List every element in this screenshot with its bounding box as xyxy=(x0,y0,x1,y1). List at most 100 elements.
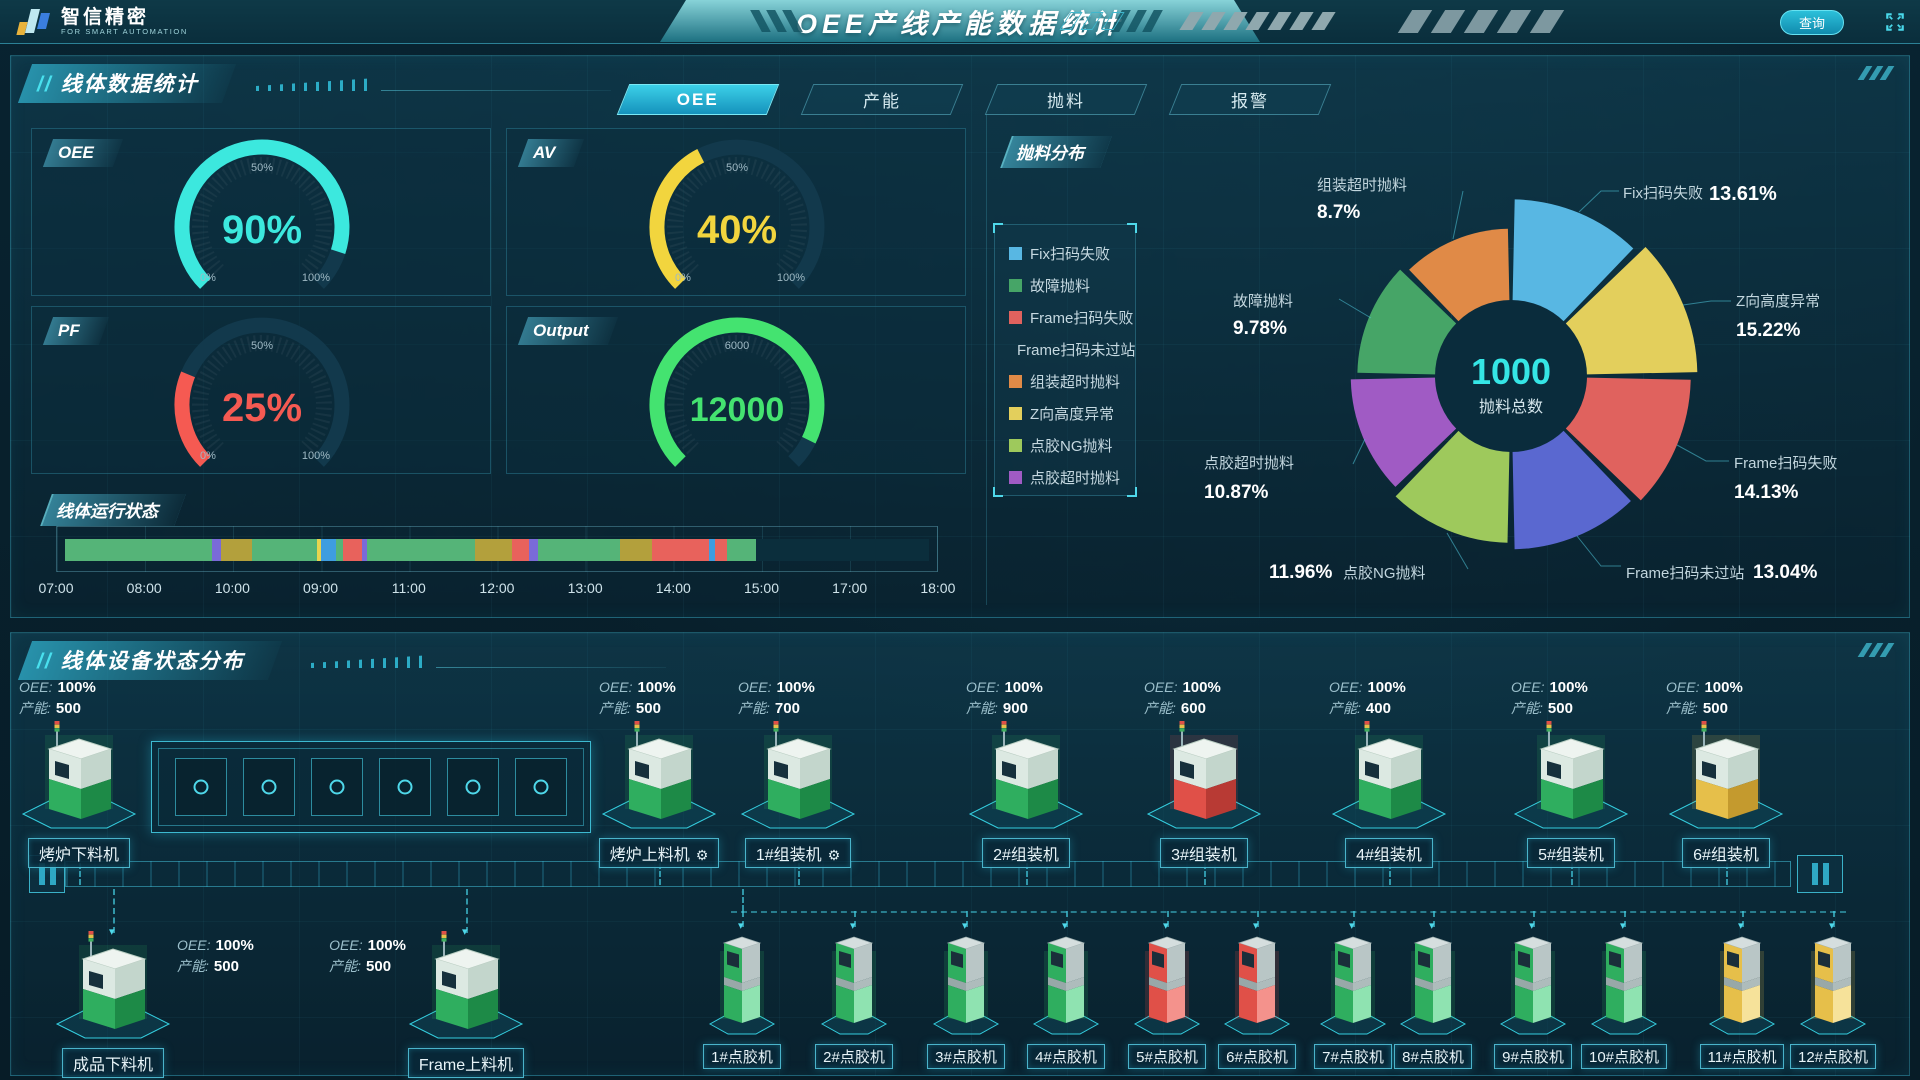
rose-label-name: Frame扫码未过站 xyxy=(1626,565,1744,582)
tab-抛料[interactable]: 抛料 xyxy=(984,84,1148,115)
machine-label[interactable]: 4#点胶机 xyxy=(1027,1044,1105,1069)
gear-icon[interactable]: ⚙ xyxy=(695,847,709,863)
legend-item[interactable]: Frame扫码失败 xyxy=(1009,301,1135,333)
machine-2#点胶机[interactable]: 2#点胶机 xyxy=(809,925,899,1069)
gauge-name: AV xyxy=(523,139,579,167)
machine-label[interactable]: 11#点胶机 xyxy=(1699,1044,1785,1069)
line-data-title: //线体数据统计 xyxy=(25,64,229,103)
legend-item[interactable]: 故障抛料 xyxy=(1009,269,1135,301)
oven-slot xyxy=(379,758,431,816)
timeline-segment-run xyxy=(65,539,212,561)
machine-成品下料机[interactable]: OEE: 100% 产能: 500 成品下料机 xyxy=(49,929,254,1078)
connector-arrow: ▾ xyxy=(1349,920,1355,932)
timeline-tick: 11:00 xyxy=(391,580,426,596)
machine-11#点胶机[interactable]: 11#点胶机 xyxy=(1697,925,1787,1069)
gauge-av: 50% 0% 100% 40% xyxy=(617,133,857,296)
gauge-oee: 50% 0% 100% 90% xyxy=(142,133,382,296)
machine-1#组装机[interactable]: OEE: 100% 产能: 700 1#组装机 ⚙ xyxy=(734,677,862,868)
rose-label-pct: 11.96% xyxy=(1269,562,1332,583)
machine-label[interactable]: 8#点胶机 xyxy=(1394,1044,1472,1069)
machine-label[interactable]: 6#点胶机 xyxy=(1218,1044,1296,1069)
machine-12#点胶机[interactable]: 12#点胶机 xyxy=(1788,925,1878,1069)
machine-label[interactable]: 2#点胶机 xyxy=(815,1044,893,1069)
connector xyxy=(742,911,744,927)
machine-label[interactable]: 7#点胶机 xyxy=(1314,1044,1392,1069)
machine-5#点胶机[interactable]: 5#点胶机 xyxy=(1122,925,1212,1069)
machine-3#点胶机[interactable]: 3#点胶机 xyxy=(921,925,1011,1069)
machine-10#点胶机[interactable]: 10#点胶机 xyxy=(1579,925,1669,1069)
machine-label[interactable]: 6#组装机 xyxy=(1682,838,1770,868)
machine-5#组装机[interactable]: OEE: 100% 产能: 500 5#组装机 xyxy=(1507,677,1635,868)
legend-item[interactable]: Z向高度异常 xyxy=(1009,397,1135,429)
legend-swatch xyxy=(1009,406,1022,420)
machine-烤炉上料机[interactable]: OEE: 100% 产能: 500 烤炉上料机 ⚙ xyxy=(595,677,723,868)
legend-label: 点胶NG抛料 xyxy=(1030,437,1113,455)
timeline-segment-pause xyxy=(211,539,222,561)
machine-1#点胶机[interactable]: 1#点胶机 xyxy=(697,925,787,1069)
legend-item[interactable]: Frame扫码未过站 xyxy=(1009,333,1135,365)
machine-stats: OEE: 100% 产能: 900 xyxy=(966,679,1043,717)
rose-label-pct: 13.61% xyxy=(1709,183,1777,205)
machine-label[interactable]: 3#组装机 xyxy=(1160,838,1248,868)
tab-oee[interactable]: OEE xyxy=(616,84,780,115)
machine-label[interactable]: Frame上料机 xyxy=(407,1048,525,1078)
logo-subtitle: FOR SMART AUTOMATION xyxy=(61,27,188,37)
gauge-panel-av: AV 50% 0% 100% 40% xyxy=(506,128,966,296)
machine-label[interactable]: 4#组装机 xyxy=(1345,838,1433,868)
machine-烤炉下料机[interactable]: OEE: 100% 产能: 500 烤炉下料机 xyxy=(15,677,143,868)
machine-label[interactable]: 3#点胶机 xyxy=(927,1044,1005,1069)
machine-label[interactable]: 5#点胶机 xyxy=(1128,1044,1206,1069)
machine-label[interactable]: 烤炉上料机 ⚙ xyxy=(598,838,720,868)
machine-icon xyxy=(1788,925,1878,1042)
machine-icon xyxy=(1325,719,1453,836)
legend-item[interactable]: 点胶超时抛料 xyxy=(1009,461,1135,493)
legend-swatch xyxy=(1009,470,1022,484)
machine-4#组装机[interactable]: OEE: 100% 产能: 400 4#组装机 xyxy=(1325,677,1453,868)
svg-text:40%: 40% xyxy=(697,208,777,252)
oven-unit[interactable] xyxy=(151,741,591,833)
machine-label[interactable]: 9#点胶机 xyxy=(1494,1044,1572,1069)
legend-item[interactable]: 组装超时抛料 xyxy=(1009,365,1135,397)
machine-6#组装机[interactable]: OEE: 100% 产能: 500 6#组装机 xyxy=(1662,677,1790,868)
machine-label[interactable]: 5#组装机 xyxy=(1527,838,1615,868)
legend-item[interactable]: Fix扫码失败 xyxy=(1009,237,1135,269)
connector-arrow: ▾ xyxy=(1253,920,1259,932)
machine-label[interactable]: 1#组装机 ⚙ xyxy=(744,838,852,868)
machine-Frame上料机[interactable]: OEE: 100% 产能: 500 Frame上料机 xyxy=(329,929,530,1078)
machine-6#点胶机[interactable]: 6#点胶机 xyxy=(1212,925,1302,1069)
query-button[interactable]: 查询 xyxy=(1780,10,1844,35)
legend-label: 组装超时抛料 xyxy=(1030,373,1121,391)
fullscreen-icon[interactable] xyxy=(1884,11,1906,33)
gauge-pf: 50% 0% 100% 25% xyxy=(142,311,382,474)
gear-icon[interactable]: ⚙ xyxy=(827,847,841,863)
machine-7#点胶机[interactable]: 7#点胶机 xyxy=(1308,925,1398,1069)
timeline-segment-run xyxy=(537,539,620,561)
timeline-segment-fault xyxy=(652,539,710,561)
machine-4#点胶机[interactable]: 4#点胶机 xyxy=(1021,925,1111,1069)
machine-2#组装机[interactable]: OEE: 100% 产能: 900 2#组装机 xyxy=(962,677,1090,868)
connector xyxy=(1533,911,1535,927)
legend-swatch xyxy=(1009,278,1022,292)
machine-3#组装机[interactable]: OEE: 100% 产能: 600 3#组装机 xyxy=(1140,677,1268,868)
rose-label-pct: 10.87% xyxy=(1204,482,1269,503)
machine-8#点胶机[interactable]: 8#点胶机 xyxy=(1388,925,1478,1069)
title-banner: OEE产线产能数据统计 xyxy=(660,0,1260,42)
legend-swatch xyxy=(1009,438,1022,452)
tab-报警[interactable]: 报警 xyxy=(1168,84,1332,115)
legend-item[interactable]: 点胶NG抛料 xyxy=(1009,429,1135,461)
machine-label[interactable]: 12#点胶机 xyxy=(1789,1044,1877,1069)
machine-label[interactable]: 烤炉下料机 xyxy=(27,838,130,868)
machine-label[interactable]: 10#点胶机 xyxy=(1580,1044,1668,1069)
connector xyxy=(798,855,800,885)
conveyor-endcap-right xyxy=(1797,855,1843,893)
tab-产能[interactable]: 产能 xyxy=(800,84,964,115)
machine-label[interactable]: 1#点胶机 xyxy=(703,1044,781,1069)
machine-label[interactable]: 成品下料机 xyxy=(61,1048,164,1078)
machine-9#点胶机[interactable]: 9#点胶机 xyxy=(1488,925,1578,1069)
runtime-timeline[interactable] xyxy=(56,526,938,572)
machine-label[interactable]: 2#组装机 xyxy=(982,838,1070,868)
header-decor-slashes-1 xyxy=(1059,12,1128,30)
machine-icon xyxy=(1488,925,1578,1042)
oven-slot xyxy=(243,758,295,816)
svg-text:100%: 100% xyxy=(302,272,330,284)
